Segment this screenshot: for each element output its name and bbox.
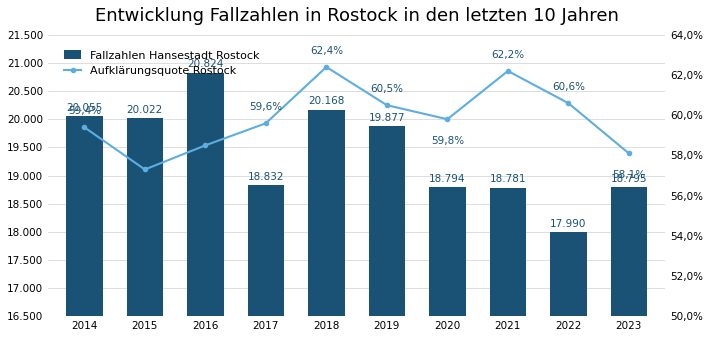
Aufklärungsquote Rostock [261,121,270,125]
Text: 57,3%: 57,3% [129,186,161,196]
Aufklärungsquote Rostock [322,65,331,69]
Bar [550,232,586,338]
Text: 20.168: 20.168 [308,96,344,106]
Text: 62,2%: 62,2% [491,50,525,60]
Text: 19.877: 19.877 [368,113,405,123]
Aufklärungsquote Rostock [625,151,633,155]
Text: 20.824: 20.824 [187,59,224,70]
Text: 62,4%: 62,4% [310,46,343,56]
Aufklärungsquote Rostock [383,103,391,107]
Text: 18.795: 18.795 [611,174,647,184]
Aufklärungsquote Rostock [80,125,89,129]
Bar [611,187,647,338]
Bar [308,110,344,338]
Text: 58,1%: 58,1% [612,170,645,180]
Line: Aufklärungsquote Rostock: Aufklärungsquote Rostock [82,65,631,172]
Text: 17.990: 17.990 [550,219,586,229]
Aufklärungsquote Rostock [141,167,149,171]
Bar [248,185,284,338]
Aufklärungsquote Rostock [443,117,452,121]
Text: 59,4%: 59,4% [67,106,101,116]
Text: 59,6%: 59,6% [249,102,283,112]
Aufklärungsquote Rostock [564,101,573,105]
Text: 59,8%: 59,8% [431,136,464,146]
Bar [368,126,405,338]
Text: 18.832: 18.832 [248,172,284,182]
Bar [430,187,466,338]
Text: 58,5%: 58,5% [189,162,222,172]
Aufklärungsquote Rostock [503,69,512,73]
Bar [66,116,102,338]
Bar [490,188,526,338]
Text: 18.781: 18.781 [490,174,526,185]
Text: 20.055: 20.055 [66,103,102,113]
Bar [187,73,224,338]
Aufklärungsquote Rostock [201,143,209,147]
Text: 60,6%: 60,6% [552,82,585,92]
Text: 20.022: 20.022 [127,105,163,115]
Text: 60,5%: 60,5% [371,84,403,94]
Bar [126,118,163,338]
Text: 18.794: 18.794 [429,174,466,184]
Legend: Fallzahlen Hansestadt Rostock, Aufklärungsquote Rostock: Fallzahlen Hansestadt Rostock, Aufklärun… [60,46,263,81]
Title: Entwicklung Fallzahlen in Rostock in den letzten 10 Jahren: Entwicklung Fallzahlen in Rostock in den… [94,7,618,25]
